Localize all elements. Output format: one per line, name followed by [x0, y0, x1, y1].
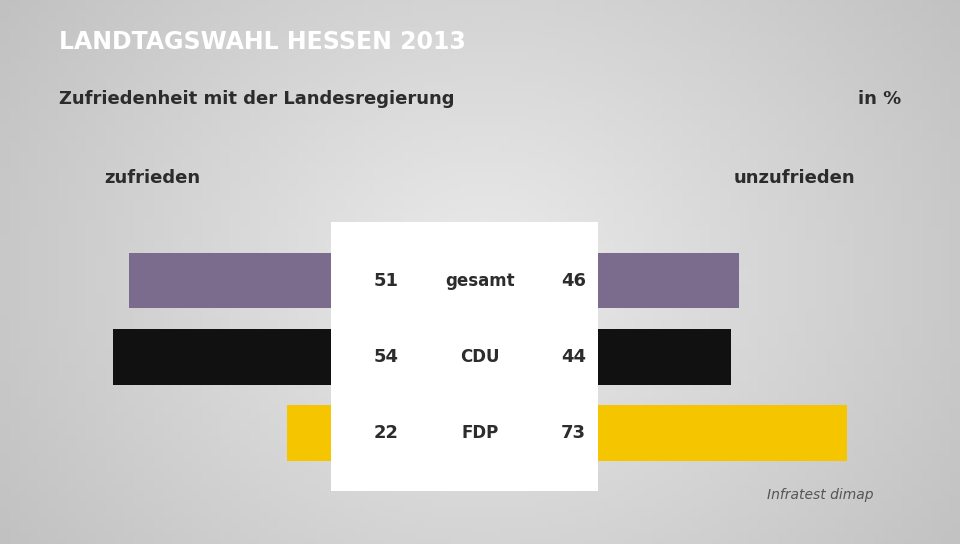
FancyBboxPatch shape — [554, 329, 731, 385]
FancyBboxPatch shape — [331, 222, 379, 339]
FancyBboxPatch shape — [331, 299, 379, 415]
Text: LANDTAGSWAHL HESSEN 2013: LANDTAGSWAHL HESSEN 2013 — [59, 30, 466, 54]
FancyBboxPatch shape — [130, 253, 406, 308]
FancyBboxPatch shape — [550, 299, 598, 415]
FancyBboxPatch shape — [554, 405, 847, 461]
Text: 54: 54 — [373, 348, 398, 366]
Text: Zufriedenheit mit der Landesregierung: Zufriedenheit mit der Landesregierung — [59, 90, 454, 108]
Text: Infratest dimap: Infratest dimap — [767, 487, 874, 502]
FancyBboxPatch shape — [550, 375, 598, 491]
FancyBboxPatch shape — [113, 329, 406, 385]
FancyBboxPatch shape — [550, 222, 598, 339]
Text: 51: 51 — [373, 271, 398, 290]
Text: 73: 73 — [562, 424, 587, 442]
FancyBboxPatch shape — [375, 222, 585, 339]
FancyBboxPatch shape — [331, 375, 379, 491]
Text: 46: 46 — [562, 271, 587, 290]
Text: zufrieden: zufrieden — [105, 169, 201, 187]
Text: unzufrieden: unzufrieden — [734, 169, 855, 187]
Text: CDU: CDU — [460, 348, 500, 366]
Text: 44: 44 — [562, 348, 587, 366]
Text: gesamt: gesamt — [445, 271, 515, 290]
FancyBboxPatch shape — [375, 299, 585, 415]
Text: FDP: FDP — [462, 424, 498, 442]
FancyBboxPatch shape — [554, 253, 738, 308]
FancyBboxPatch shape — [286, 405, 406, 461]
FancyBboxPatch shape — [375, 375, 585, 491]
Text: in %: in % — [858, 90, 901, 108]
Text: 22: 22 — [373, 424, 398, 442]
